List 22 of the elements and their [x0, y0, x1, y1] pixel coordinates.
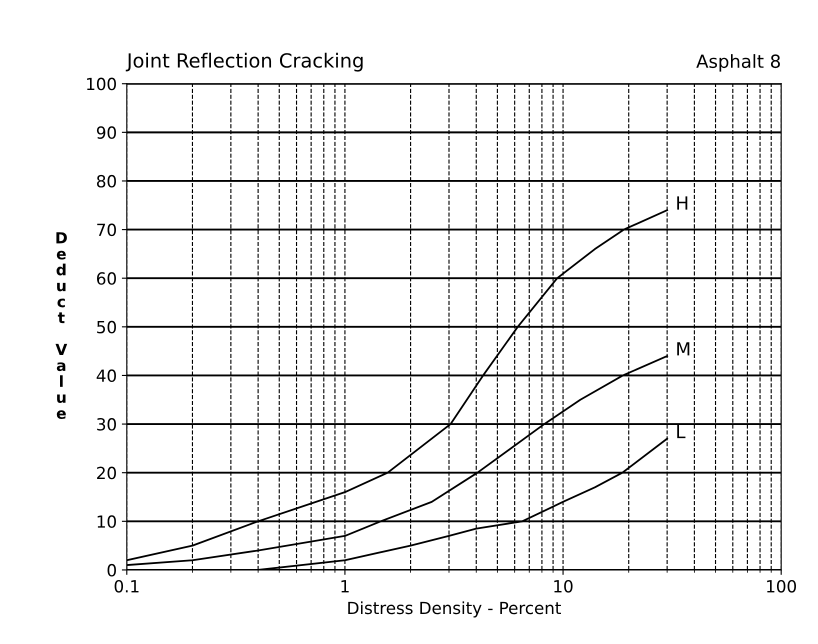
y-tick-label: 70 [97, 224, 116, 236]
y-tick-label: 10 [98, 515, 116, 528]
x-tick-label: 0.1 [114, 580, 139, 593]
x-tick-label: 10 [554, 580, 573, 593]
y-tick-label: 40 [96, 369, 116, 382]
y-tick-label: 20 [97, 466, 116, 480]
series-label: L [677, 424, 686, 438]
y-tick-label: 50 [97, 320, 116, 334]
y-tick-label: 60 [97, 272, 116, 285]
series-label: H [677, 196, 688, 210]
chart-subtitle: Asphalt 8 [696, 54, 780, 72]
y-tick-label: 90 [96, 126, 116, 139]
text: Deduct Value [56, 232, 68, 419]
y-tick-label: 0 [108, 564, 116, 577]
chart-title: Joint Reflection Cracking [126, 52, 363, 72]
y-tick-label: 30 [97, 418, 116, 431]
x-tick-label: 100 [767, 580, 796, 593]
series-label: M [677, 342, 690, 356]
y-tick-label: 80 [96, 174, 116, 188]
x-tick-label: 1 [341, 580, 349, 592]
x-axis-title: Distress Density - Percent [348, 601, 561, 618]
y-tick-label: 100 [87, 78, 116, 90]
